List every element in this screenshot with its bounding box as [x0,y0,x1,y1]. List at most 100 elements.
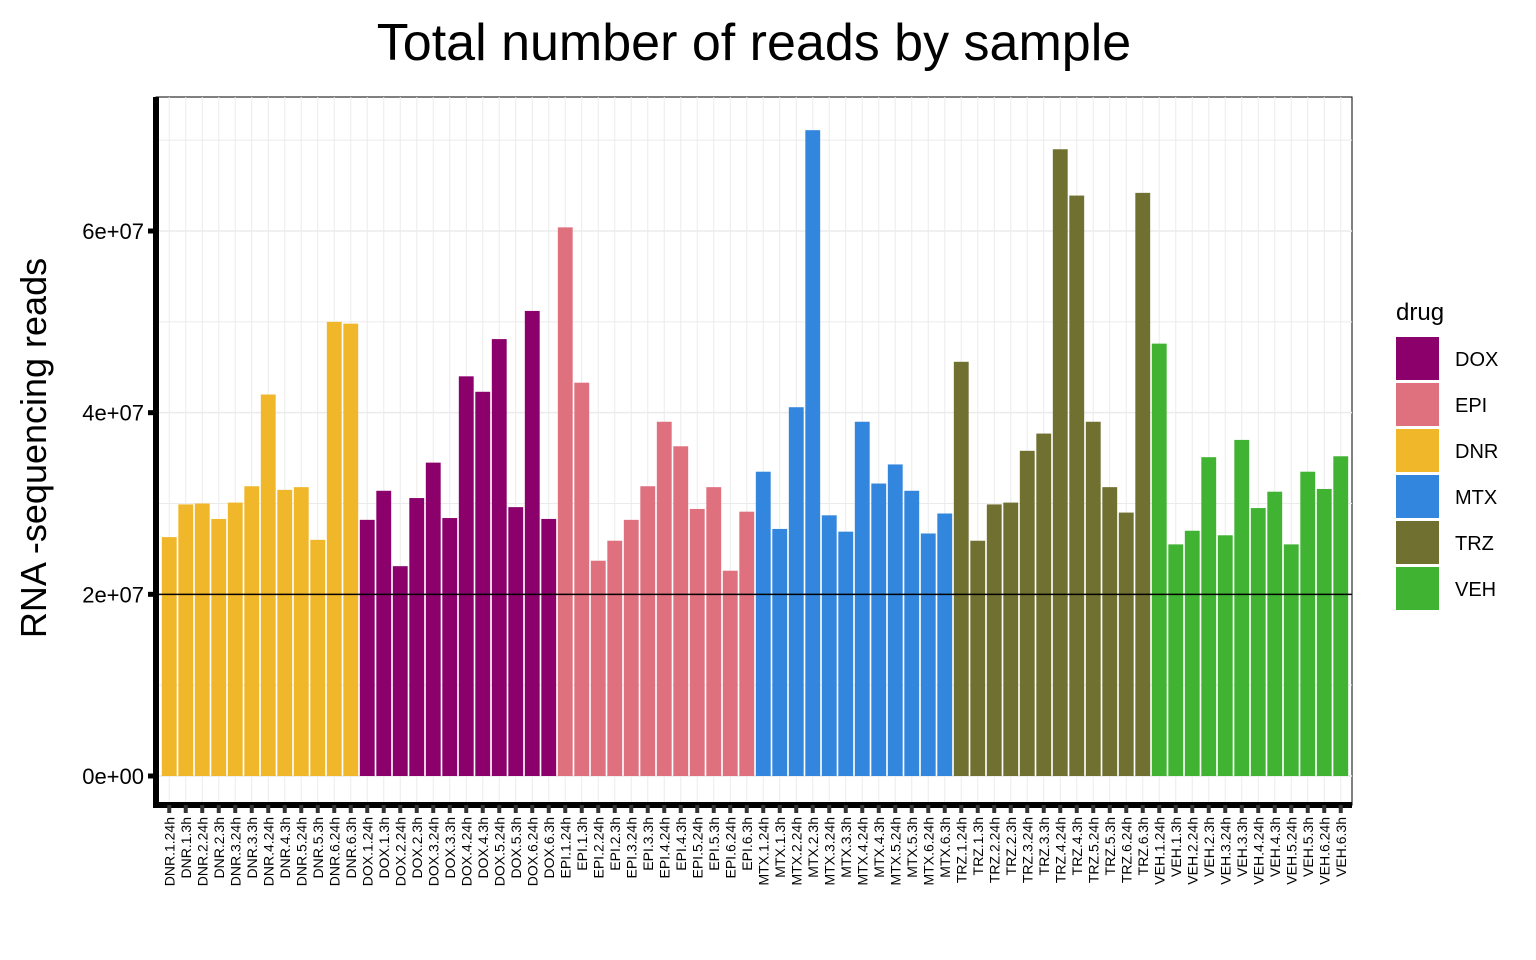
bar-EPI.3.3h [640,486,656,776]
bar-DOX.3.24h [425,462,441,776]
chart-title: Total number of reads by sample [377,14,1131,72]
x-tick-label: DOX.5.24h [491,817,507,886]
x-tick-label: DNR.4.24h [260,817,276,886]
bar-DOX.4.24h [458,376,474,776]
bar-DOX.2.24h [392,566,408,776]
bar-EPI.2.24h [590,560,606,776]
bar-DOX.2.3h [409,498,425,776]
x-tick-label: EPI.1.3h [574,817,590,871]
x-tick-label: MTX.2.3h [805,817,821,878]
x-tick-label: VEH.2.24h [1184,817,1200,885]
y-tick-label: 2e+07 [82,582,144,607]
x-tick-label: EPI.2.3h [607,817,623,871]
bar-MTX.2.24h [788,407,804,776]
x-tick-label: DNR.1.24h [161,817,177,886]
x-tick-label: EPI.5.3h [706,817,722,871]
bar-TRZ.2.3h [1003,502,1019,776]
x-tick-label: MTX.5.3h [904,817,920,878]
bar-VEH.1.24h [1151,343,1167,776]
bar-DNR.5.24h [293,487,309,776]
x-tick-label: MTX.1.3h [772,817,788,878]
bar-MTX.3.3h [838,531,854,776]
y-tick-label: 4e+07 [82,401,144,426]
bar-VEH.4.24h [1250,508,1266,776]
x-tick-label: VEH.6.24h [1316,817,1332,885]
bar-MTX.5.24h [887,464,903,776]
bar-VEH.4.3h [1267,491,1283,776]
bar-DNR.2.24h [194,503,210,776]
x-tick-label: TRZ.2.3h [1003,817,1019,875]
bar-TRZ.1.24h [953,361,969,776]
bar-DOX.4.3h [475,391,491,776]
x-tick-label: DOX.6.24h [524,817,540,886]
bar-MTX.4.24h [854,421,870,776]
bar-EPI.1.3h [574,382,590,776]
bar-TRZ.2.24h [986,504,1002,776]
y-tick-label: 6e+07 [82,219,144,244]
bar-DNR.4.3h [277,489,293,776]
bar-EPI.6.24h [722,570,738,776]
x-tick-label: DOX.3.3h [442,817,458,878]
bar-DNR.3.3h [244,486,260,776]
x-tick-label: DNR.6.24h [326,817,342,886]
bar-DOX.5.3h [508,507,524,776]
bar-DNR.1.24h [161,537,177,776]
bar-MTX.6.3h [937,513,953,776]
x-tick-label: MTX.6.3h [937,817,953,878]
bar-VEH.3.24h [1217,535,1233,776]
bar-TRZ.4.24h [1052,149,1068,776]
x-tick-label: DOX.1.3h [376,817,392,878]
x-tick-label: DNR.5.24h [293,817,309,886]
x-tick-label: TRZ.4.3h [1069,817,1085,875]
bar-EPI.5.24h [689,508,705,776]
bar-DOX.5.24h [491,339,507,776]
x-tick-label: MTX.2.24h [788,817,804,885]
x-tick-label: DOX.5.3h [508,817,524,878]
legend-label-DOX: DOX [1455,349,1498,371]
bar-DOX.1.24h [359,519,375,776]
bar-MTX.4.3h [871,483,887,776]
x-tick-label: TRZ.4.24h [1052,817,1068,883]
x-tick-label: TRZ.2.24h [986,817,1002,883]
bar-TRZ.6.24h [1118,512,1134,776]
legend-swatch-DOX [1396,337,1439,380]
legend-title: drug [1396,299,1444,326]
x-tick-label: TRZ.6.24h [1118,817,1134,883]
x-tick-label: VEH.2.3h [1201,817,1217,877]
x-tick-label: EPI.3.24h [623,817,639,879]
x-tick-label: DOX.4.24h [458,817,474,886]
x-tick-label: TRZ.1.3h [970,817,986,875]
bar-TRZ.5.3h [1102,487,1118,776]
x-tick-label: DOX.1.24h [359,817,375,886]
bar-VEH.6.24h [1316,488,1332,776]
legend-label-VEH: VEH [1455,579,1496,601]
bar-EPI.4.3h [673,446,689,776]
bar-DOX.6.24h [524,310,540,776]
bar-VEH.6.3h [1333,456,1349,776]
legend-label-TRZ: TRZ [1455,533,1494,555]
x-tick-label: TRZ.1.24h [953,817,969,883]
bar-TRZ.1.3h [970,540,986,776]
x-tick-label: EPI.4.24h [656,817,672,879]
x-tick-label: EPI.6.24h [722,817,738,879]
x-tick-label: VEH.3.24h [1217,817,1233,885]
bar-TRZ.5.24h [1085,421,1101,776]
bar-EPI.2.3h [607,540,623,776]
x-tick-label: DNR.5.3h [310,817,326,878]
bar-DNR.6.3h [343,323,359,776]
x-tick-label: DNR.2.24h [194,817,210,886]
legend-swatch-EPI [1396,383,1439,426]
bar-DNR.6.24h [326,321,342,776]
x-tick-label: DOX.4.3h [475,817,491,878]
x-tick-label: MTX.5.24h [887,817,903,885]
x-tick-label: VEH.5.24h [1283,817,1299,885]
x-tick-label: VEH.6.3h [1333,817,1349,877]
x-tick-label: VEH.4.24h [1250,817,1266,885]
bar-DOX.1.3h [376,490,392,776]
x-tick-label: VEH.1.24h [1151,817,1167,885]
bar-DOX.6.3h [541,518,557,776]
y-axis-ticks: 0e+00 2e+07 4e+07 6e+07 [82,219,156,789]
legend-swatch-VEH [1396,567,1439,610]
bar-VEH.2.24h [1184,530,1200,776]
x-axis-ticks: DNR.1.24h DNR.1.3h DNR.2.24h DNR.2.3h DNR.3.… [161,805,1349,886]
